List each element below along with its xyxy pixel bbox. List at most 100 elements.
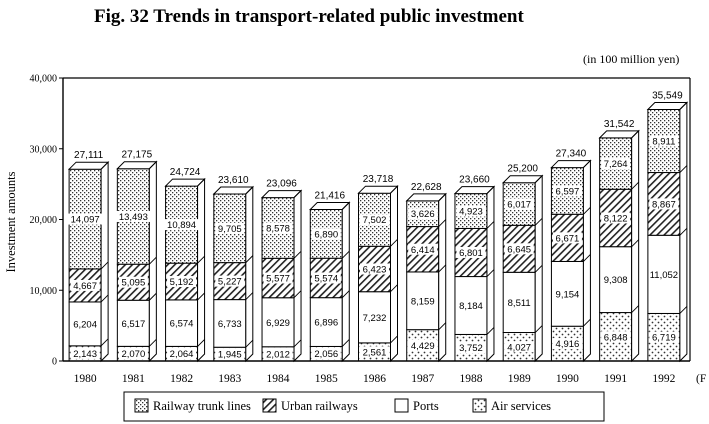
bar-1981: 2,070 6,517 5,095 13,493 27,175 xyxy=(116,150,158,363)
bar-side-divider xyxy=(679,227,688,236)
segment-value-label: 5,227 xyxy=(218,277,242,288)
segment-label-bg xyxy=(263,272,293,284)
bar-side-face-1985 xyxy=(341,201,350,363)
segment-label-bg xyxy=(167,348,197,360)
legend-label-urban-railways: Urban railways xyxy=(281,399,358,413)
segment-value-label: 6,414 xyxy=(411,245,435,256)
legend-label-ports: Ports xyxy=(413,399,439,413)
segment-label-bg xyxy=(215,222,245,234)
bar-side-divider xyxy=(293,250,302,259)
bar-side-face-1983 xyxy=(245,185,254,363)
bar-side-divider xyxy=(149,339,157,347)
bar-side-divider xyxy=(197,339,205,347)
bar-segment-ports-1982 xyxy=(165,299,199,347)
bar-total-label-1983: 23,610 xyxy=(218,175,249,186)
bar-side-divider xyxy=(534,264,543,273)
unit-note: (in 100 million yen) xyxy=(583,52,679,66)
bar-side-divider xyxy=(631,181,639,190)
segment-value-label: 4,916 xyxy=(556,339,580,350)
bar-total-label-1988: 23,660 xyxy=(459,175,490,186)
segment-value-label: 5,577 xyxy=(266,274,290,285)
bar-1990: 4,916 9,154 6,671 6,597 27,340 xyxy=(550,149,592,363)
bar-side-divider xyxy=(390,284,398,293)
bar-segment-ports-1988 xyxy=(454,276,488,335)
bar-side-divider xyxy=(534,325,543,333)
segment-value-label: 4,429 xyxy=(411,341,435,352)
bar-1991: 6,848 9,308 8,122 7,264 31,542 xyxy=(598,119,640,363)
bar-side-divider xyxy=(583,160,591,168)
bar-side-divider xyxy=(486,327,495,335)
segment-label-bg xyxy=(601,331,631,343)
legend-box xyxy=(123,391,605,422)
bar-1988: 3,752 8,184 6,801 4,923 23,660 xyxy=(453,175,496,363)
segment-value-label: 7,264 xyxy=(604,159,628,170)
segment-value-label: 6,017 xyxy=(507,199,531,210)
x-tick-label-1980: 1980 xyxy=(74,373,97,385)
bar-side-divider xyxy=(534,217,543,226)
bar-1986: 2,561 7,232 6,423 7,502 23,718 xyxy=(357,174,399,363)
bar-total-label-1990: 27,340 xyxy=(556,149,587,160)
bar-side-divider xyxy=(390,335,398,344)
segment-value-label: 7,232 xyxy=(363,313,387,324)
segment-value-label: 6,929 xyxy=(266,318,290,329)
x-tick-label-1991: 1991 xyxy=(604,373,627,385)
segment-value-label: 2,143 xyxy=(73,349,97,360)
segment-value-label: 2,064 xyxy=(170,349,194,360)
bar-side-divider xyxy=(197,292,205,301)
bar-side-divider xyxy=(583,318,591,327)
segment-value-label: 8,911 xyxy=(652,137,675,148)
segment-value-label: 6,204 xyxy=(73,319,97,330)
bar-side-divider xyxy=(100,161,109,170)
segment-value-label: 8,578 xyxy=(266,223,290,234)
segment-value-label: 6,423 xyxy=(363,264,387,275)
segment-value-label: 6,645 xyxy=(507,244,531,255)
bar-total-label-1984: 23,096 xyxy=(266,179,297,190)
segment-label-bg xyxy=(649,135,679,147)
bar-side-face-1988 xyxy=(486,185,495,363)
segment-label-bg xyxy=(504,198,534,210)
x-tick-label-1984: 1984 xyxy=(267,373,290,385)
segment-value-label: 7,502 xyxy=(363,215,387,226)
bar-side-divider xyxy=(438,219,447,227)
bar-side-face-1980 xyxy=(100,160,109,363)
segment-label-bg xyxy=(70,279,100,291)
segment-label-bg xyxy=(456,205,486,217)
y-axis: 0 10,000 20,000 30,000 40,000 xyxy=(30,74,691,368)
bar-total-label-1982: 24,724 xyxy=(170,167,201,178)
segment-label-bg xyxy=(552,185,582,197)
y-tick-label: 30,000 xyxy=(30,144,58,155)
y-axis-label: Investment amounts xyxy=(4,171,18,272)
bar-segment-ports-1981 xyxy=(116,299,150,347)
segment-label-bg xyxy=(164,219,199,231)
bar-side-divider xyxy=(100,338,109,347)
segment-value-label: 6,517 xyxy=(121,319,145,330)
bars-group: 2,143 6,204 4,667 14,097 27,111 2,070 6,517 5,0… xyxy=(67,90,689,363)
segment-value-label: 6,733 xyxy=(218,319,242,330)
segment-value-label: 6,848 xyxy=(604,332,628,343)
segment-label-bg xyxy=(456,246,486,258)
bar-total-label-1980: 27,111 xyxy=(74,150,104,161)
segment-value-label: 8,511 xyxy=(508,298,531,309)
x-tick-label-1988: 1988 xyxy=(459,373,482,385)
legend-item-railway-trunk-lines: Railway trunk lines xyxy=(134,398,251,413)
bar-side-face-1986 xyxy=(390,184,398,363)
segment-value-label: 6,890 xyxy=(314,229,338,240)
segment-value-label: 6,597 xyxy=(556,186,580,197)
legend: Railway trunk lines Urban railways Ports… xyxy=(123,391,605,422)
segment-label-bg xyxy=(311,348,341,360)
segment-value-label: 13,493 xyxy=(119,212,148,223)
segment-value-label: 9,154 xyxy=(556,289,580,300)
x-tick-label-1987: 1987 xyxy=(411,373,434,385)
segment-value-label: 14,097 xyxy=(71,215,100,226)
segment-value-label: 6,574 xyxy=(170,319,194,330)
segment-value-label: 1,945 xyxy=(218,350,242,361)
bar-side-face-1981 xyxy=(148,160,157,363)
bar-segment-ports-1989 xyxy=(502,271,536,334)
segment-label-bg xyxy=(263,222,293,234)
segment-label-bg xyxy=(215,275,245,287)
x-axis: 1980 1981 1982 1983 1984 1985 1986 1987 1988 1989… xyxy=(63,360,690,385)
segment-value-label: 8,867 xyxy=(652,199,676,210)
segment-value-label: 2,561 xyxy=(363,347,387,358)
bar-1980: 2,143 6,204 4,667 14,097 27,111 xyxy=(67,150,110,363)
bar-side-divider xyxy=(438,193,447,202)
